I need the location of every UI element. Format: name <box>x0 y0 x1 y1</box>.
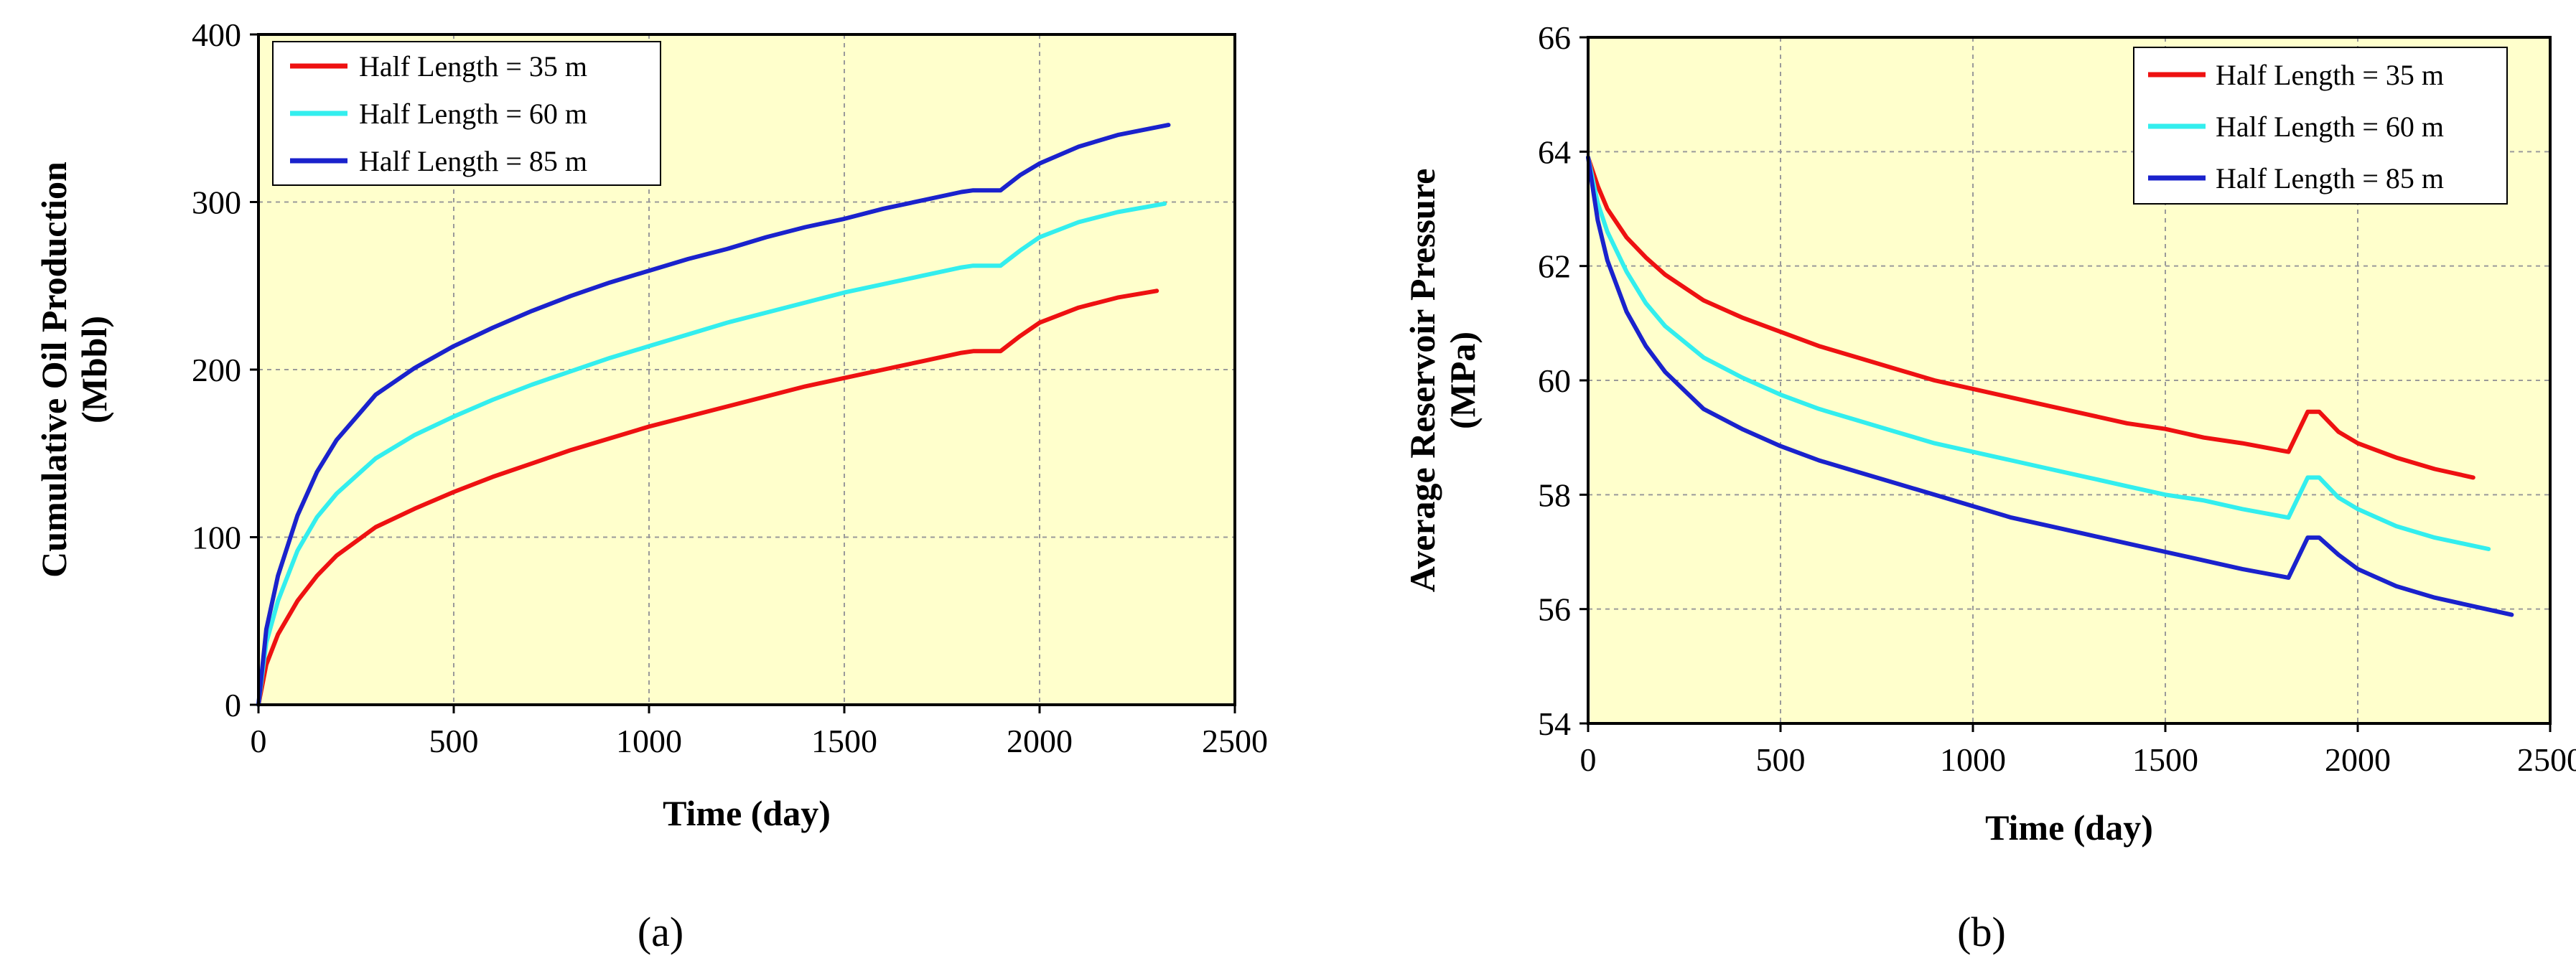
chart-a-series-line-2 <box>256 201 1167 707</box>
chart-b-ticks: 0 500 1000 1500 2000 2500 54 56 58 60 62 64 66 <box>1538 19 2576 778</box>
chart-a-legend-label-3: Half Length = 85 m <box>359 145 587 177</box>
panel-b-caption: (b) <box>1957 909 2006 955</box>
chart-b-x-tick-label: 2000 <box>2325 741 2391 778</box>
chart-b-x-tick-label: 1000 <box>1940 741 2006 778</box>
chart-a-x-tick-label: 1000 <box>616 723 682 759</box>
chart-b-series-group <box>1586 155 2514 617</box>
chart-a: 0 500 1000 1500 2000 2500 0 100 200 300 400 Time (… <box>34 17 1268 955</box>
chart-b-x-tick-label: 1500 <box>2132 741 2198 778</box>
chart-a-y-tick-label: 0 <box>225 687 241 723</box>
panel-a-caption: (a) <box>638 909 683 955</box>
chart-a-x-tick-label: 500 <box>429 723 479 759</box>
chart-a-legend-label-1: Half Length = 35 m <box>359 50 587 83</box>
chart-a-x-tick-label: 2000 <box>1007 723 1073 759</box>
chart-a-series-line-3 <box>256 123 1171 707</box>
chart-b-y-tick-label: 66 <box>1538 19 1571 56</box>
chart-b-series-line-2 <box>1586 155 2491 551</box>
chart-a-y-tick-label: 300 <box>192 184 241 221</box>
chart-a-series-line-1 <box>256 289 1159 707</box>
chart-b-series-line-3 <box>1586 155 2514 617</box>
chart-a-y-tick-label: 400 <box>192 17 241 53</box>
chart-b-x-axis-title: Time (day) <box>1985 807 2153 848</box>
chart-b-y-tick-label: 62 <box>1538 248 1571 285</box>
chart-a-x-tick-label: 1500 <box>811 723 877 759</box>
chart-b-y-tick-label: 58 <box>1538 477 1571 513</box>
chart-a-y-tick-label: 100 <box>192 520 241 556</box>
chart-b-legend-label-3: Half Length = 85 m <box>2216 162 2444 194</box>
chart-b-y-tick-label: 60 <box>1538 362 1571 399</box>
chart-a-legend: Half Length = 35 m Half Length = 60 m Half… <box>272 41 661 186</box>
chart-b: 0 500 1000 1500 2000 2500 54 56 58 60 62 64 66 Time … <box>1402 19 2576 955</box>
chart-b-x-tick-label: 2500 <box>2517 741 2576 778</box>
chart-b-y-tick-label: 56 <box>1538 591 1571 628</box>
chart-b-series-line-1 <box>1586 155 2475 480</box>
chart-b-legend: Half Length = 35 m Half Length = 60 m Half… <box>2133 47 2508 205</box>
chart-b-legend-label-1: Half Length = 35 m <box>2216 59 2444 91</box>
chart-a-x-tick-label: 2500 <box>1202 723 1268 759</box>
chart-a-ticks: 0 500 1000 1500 2000 2500 0 100 200 300 400 <box>192 17 1268 759</box>
chart-b-legend-label-2: Half Length = 60 m <box>2216 111 2444 143</box>
chart-b-y-axis-title-line2: (MPa) <box>1442 332 1483 429</box>
chart-a-series-group <box>256 123 1171 707</box>
chart-a-legend-label-2: Half Length = 60 m <box>359 98 587 130</box>
chart-b-x-tick-label: 0 <box>1580 741 1597 778</box>
chart-a-y-axis-title-line1: Cumulative Oil Production <box>34 161 74 578</box>
chart-a-y-tick-label: 200 <box>192 352 241 388</box>
chart-a-x-axis-title: Time (day) <box>663 793 831 833</box>
chart-b-y-axis-title-line1: Average Reservoir Pressure <box>1402 169 1442 593</box>
chart-a-y-axis-title-line2: (Mbbl) <box>74 316 114 423</box>
chart-a-grid <box>258 34 1235 705</box>
chart-b-y-tick-label: 54 <box>1538 705 1571 742</box>
chart-b-x-tick-label: 500 <box>1756 741 1806 778</box>
chart-b-y-tick-label: 64 <box>1538 133 1571 170</box>
chart-a-x-tick-label: 0 <box>251 723 267 759</box>
